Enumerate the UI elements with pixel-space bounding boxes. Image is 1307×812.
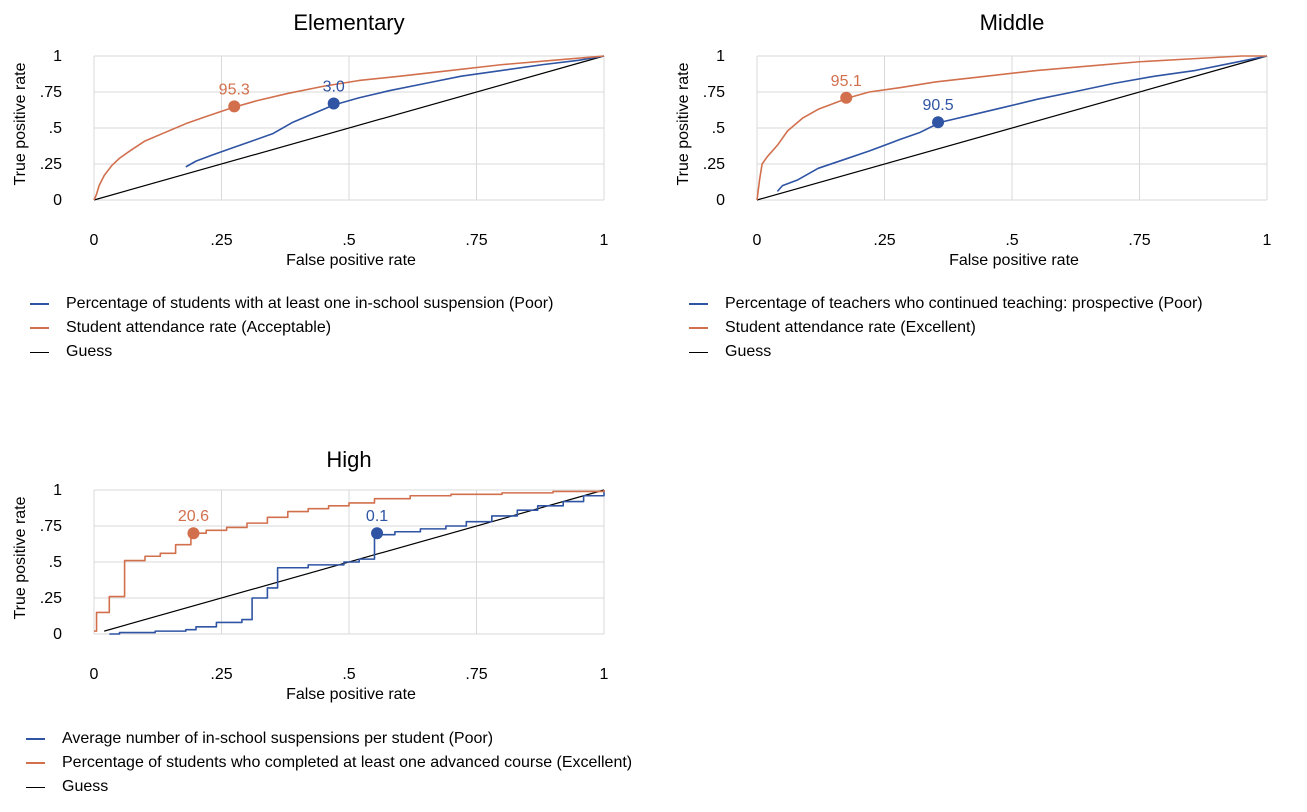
- y-axis-label: True positive rate: [12, 496, 29, 619]
- legend-swatch-orange: [26, 762, 45, 764]
- x-tick-label: .25: [873, 232, 895, 249]
- y-tick-label: .25: [40, 590, 62, 607]
- y-axis-label: True positive rate: [675, 62, 692, 185]
- legend-label: Guess: [66, 343, 113, 360]
- legend-item-elementary-orange: Student attendance rate (Acceptable): [30, 316, 553, 340]
- threshold-label: 3.0: [323, 79, 345, 96]
- chart-panel-middle: Middle 0 .25 .5 .75 1 0 .25 .5 .75 1 False positive…: [663, 0, 1307, 400]
- threshold-marker: [327, 97, 340, 110]
- threshold-label: 95.1: [831, 73, 862, 90]
- y-tick-label: 0: [53, 192, 62, 209]
- y-tick-label: .5: [49, 120, 62, 137]
- x-tick-label: 1: [600, 232, 609, 249]
- legend-label: Guess: [62, 778, 109, 795]
- series-blue-line: [109, 490, 605, 635]
- series-guess-line: [93, 55, 605, 201]
- series-orange-line: [93, 55, 605, 201]
- legend-item-middle-orange: Student attendance rate (Excellent): [689, 316, 1203, 340]
- threshold-label: 20.6: [178, 508, 209, 525]
- legend-swatch-blue: [689, 303, 708, 305]
- y-tick-label: 0: [53, 626, 62, 643]
- x-tick-label: .75: [465, 232, 487, 249]
- legend-item-middle-guess: Guess: [689, 340, 1203, 364]
- x-tick-label: .5: [1005, 232, 1018, 249]
- y-tick-label: .25: [40, 156, 62, 173]
- chart-middle: Middle 0 .25 .5 .75 1 0 .25 .5 .75 1 False positive…: [675, 10, 1272, 269]
- series-guess-line: [104, 489, 605, 632]
- legend-label: Guess: [725, 343, 772, 360]
- y-axis-label: True positive rate: [12, 62, 29, 185]
- chart-title: Elementary: [293, 10, 404, 35]
- x-tick-label: 0: [90, 666, 99, 683]
- legend-swatch-black: [30, 352, 49, 353]
- series-blue-line: [185, 55, 605, 168]
- y-tick-label: 0: [716, 192, 725, 209]
- legend-label: Student attendance rate (Excellent): [725, 319, 976, 336]
- threshold-marker: [187, 527, 200, 540]
- x-tick-label: .5: [342, 666, 355, 683]
- legend-label: Average number of in-school suspensions …: [62, 730, 494, 747]
- legend-item-high-guess: Guess: [26, 775, 632, 799]
- x-tick-label: 0: [753, 232, 762, 249]
- legend-swatch-blue: [26, 738, 45, 740]
- legend-elementary: Percentage of students with at least one…: [30, 292, 553, 364]
- legend-swatch-orange: [689, 327, 708, 329]
- y-tick-label: 1: [716, 48, 725, 65]
- threshold-marker: [932, 116, 945, 129]
- gridlines: [93, 489, 605, 635]
- gridlines: [756, 55, 1268, 201]
- chart-title: High: [326, 447, 371, 472]
- legend-swatch-blue: [30, 303, 49, 305]
- x-tick-label: 0: [90, 232, 99, 249]
- x-axis-label: False positive rate: [949, 252, 1079, 269]
- y-tick-label: .25: [703, 156, 725, 173]
- x-tick-label: .75: [465, 666, 487, 683]
- x-axis-label: False positive rate: [286, 686, 416, 703]
- legend-item-elementary-blue: Percentage of students with at least one…: [30, 292, 553, 316]
- legend-label: Student attendance rate (Acceptable): [66, 319, 332, 336]
- x-tick-label: .75: [1128, 232, 1150, 249]
- legend-item-high-blue: Average number of in-school suspensions …: [26, 727, 632, 751]
- legend-swatch-black: [689, 352, 708, 353]
- threshold-marker: [228, 100, 241, 113]
- chart-title: Middle: [980, 10, 1045, 35]
- y-tick-label: .5: [712, 120, 725, 137]
- legend-label: Percentage of students with at least one…: [66, 295, 554, 312]
- threshold-marker: [840, 91, 853, 104]
- chart-panel-elementary: Elementary 0 .25 .5 .75 1 0 .25 .5 .75 1 False posi…: [0, 0, 650, 400]
- threshold-label: 95.3: [219, 81, 250, 98]
- legend-item-elementary-guess: Guess: [30, 340, 553, 364]
- threshold-label: 0.1: [366, 508, 388, 525]
- y-tick-label: 1: [53, 48, 62, 65]
- series-orange-line: [94, 490, 605, 632]
- legend-label: Percentage of teachers who continued tea…: [725, 295, 1203, 312]
- x-axis-label: False positive rate: [286, 252, 416, 269]
- x-tick-label: .25: [210, 666, 232, 683]
- legend-middle: Percentage of teachers who continued tea…: [689, 292, 1203, 364]
- legend-label: Percentage of students who completed at …: [62, 754, 633, 771]
- chart-high: High 0 .25 .5 .75 1 0 .25 .5 .75 1 False positive r…: [12, 447, 609, 703]
- y-tick-label: .75: [40, 84, 62, 101]
- x-tick-label: .25: [210, 232, 232, 249]
- x-tick-label: 1: [600, 666, 609, 683]
- series-guess-line: [756, 55, 1268, 201]
- legend-item-high-orange: Percentage of students who completed at …: [26, 751, 632, 775]
- threshold-label: 90.5: [922, 97, 953, 114]
- series-blue-line: [776, 55, 1268, 192]
- legend-item-middle-blue: Percentage of teachers who continued tea…: [689, 292, 1203, 316]
- y-tick-label: .75: [703, 84, 725, 101]
- x-tick-label: .5: [342, 232, 355, 249]
- series-orange-line: [756, 55, 1267, 201]
- y-tick-label: .5: [49, 554, 62, 571]
- chart-panel-high: High 0 .25 .5 .75 1 0 .25 .5 .75 1 False positive r…: [0, 436, 650, 812]
- threshold-marker: [371, 527, 384, 540]
- legend-high: Average number of in-school suspensions …: [26, 727, 632, 799]
- legend-swatch-black: [26, 787, 45, 788]
- chart-elementary: Elementary 0 .25 .5 .75 1 0 .25 .5 .75 1 False posi…: [12, 10, 609, 269]
- y-tick-label: 1: [53, 482, 62, 499]
- legend-swatch-orange: [30, 327, 49, 329]
- y-tick-label: .75: [40, 518, 62, 535]
- x-tick-label: 1: [1263, 232, 1272, 249]
